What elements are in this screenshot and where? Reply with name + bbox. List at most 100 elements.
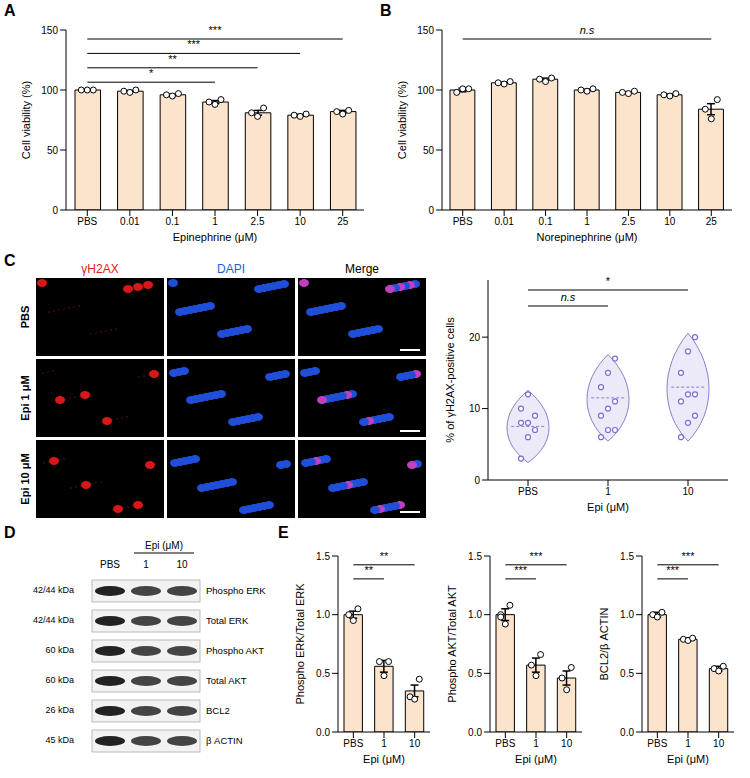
svg-text:42/44 kDa: 42/44 kDa <box>33 585 74 595</box>
svg-text:1.5: 1.5 <box>316 551 330 562</box>
svg-text:Phospho AKT: Phospho AKT <box>206 645 264 656</box>
svg-text:0.1: 0.1 <box>165 216 179 227</box>
svg-text:% of γH2AX-positive cells: % of γH2AX-positive cells <box>444 317 456 443</box>
html-text:D: D <box>4 524 16 541</box>
svg-text:1: 1 <box>584 216 590 227</box>
svg-text:1.0: 1.0 <box>468 609 482 620</box>
svg-text:Phospho AKT/Total AKT: Phospho AKT/Total AKT <box>446 585 458 703</box>
svg-text:0: 0 <box>474 475 480 486</box>
svg-text:10: 10 <box>176 559 188 570</box>
svg-text:Epi (μM): Epi (μM) <box>363 753 405 765</box>
svg-text:***: *** <box>666 564 680 576</box>
svg-text:PBS: PBS <box>343 738 363 749</box>
svg-text:10: 10 <box>295 216 307 227</box>
svg-text:150: 150 <box>41 25 58 36</box>
svg-text:Epinephrine (μM): Epinephrine (μM) <box>173 231 258 243</box>
svg-text:Cell viability (%): Cell viability (%) <box>396 81 408 159</box>
svg-text:25: 25 <box>337 216 349 227</box>
svg-text:PBS: PBS <box>77 216 97 227</box>
svg-text:1: 1 <box>685 738 691 749</box>
svg-text:*: * <box>606 275 611 287</box>
svg-text:0.0: 0.0 <box>468 727 482 738</box>
svg-text:PBS: PBS <box>518 486 538 497</box>
svg-text:PBS: PBS <box>453 216 473 227</box>
svg-text:***: *** <box>682 550 696 562</box>
svg-text:*: * <box>149 67 154 79</box>
svg-text:10: 10 <box>469 403 481 414</box>
svg-text:42/44 kDa: 42/44 kDa <box>33 615 74 625</box>
svg-text:0.01: 0.01 <box>120 216 140 227</box>
svg-text:***: *** <box>514 564 528 576</box>
svg-text:20: 20 <box>469 332 481 343</box>
svg-text:0: 0 <box>52 205 58 216</box>
svg-text:0.5: 0.5 <box>620 668 634 679</box>
svg-text:BCL2: BCL2 <box>206 705 230 716</box>
svg-text:26 kDa: 26 kDa <box>45 705 74 715</box>
svg-text:100: 100 <box>41 85 58 96</box>
svg-text:60 kDa: 60 kDa <box>45 675 74 685</box>
svg-text:n.s: n.s <box>561 291 576 303</box>
svg-text:1: 1 <box>381 738 387 749</box>
svg-text:10: 10 <box>682 486 694 497</box>
svg-text:1: 1 <box>143 559 149 570</box>
html-text:B: B <box>380 2 392 19</box>
svg-text:n.s: n.s <box>580 24 595 36</box>
svg-text:Epi (μM): Epi (μM) <box>587 501 629 513</box>
svg-text:Total AKT: Total AKT <box>206 675 247 686</box>
svg-text:100: 100 <box>417 85 434 96</box>
svg-text:1.0: 1.0 <box>620 609 634 620</box>
svg-text:10: 10 <box>409 738 421 749</box>
svg-text:Phospho ERK: Phospho ERK <box>206 585 266 596</box>
svg-text:1.5: 1.5 <box>620 551 634 562</box>
svg-text:60 kDa: 60 kDa <box>45 645 74 655</box>
html-text:γH2AX: γH2AX <box>81 262 119 276</box>
svg-text:***: *** <box>530 550 544 562</box>
svg-text:Phospho ERK/Total ERK: Phospho ERK/Total ERK <box>294 583 306 705</box>
svg-text:0.5: 0.5 <box>468 668 482 679</box>
svg-text:0: 0 <box>428 205 434 216</box>
svg-text:1.0: 1.0 <box>316 609 330 620</box>
svg-text:β ACTIN: β ACTIN <box>206 735 243 746</box>
html-text:PBS: PBS <box>19 305 31 329</box>
svg-text:PBS: PBS <box>100 559 120 570</box>
svg-text:0.0: 0.0 <box>316 727 330 738</box>
svg-text:50: 50 <box>47 145 59 156</box>
svg-text:45 kDa: 45 kDa <box>45 735 74 745</box>
svg-text:1.5: 1.5 <box>468 551 482 562</box>
svg-text:0.0: 0.0 <box>620 727 634 738</box>
svg-text:2.5: 2.5 <box>251 216 265 227</box>
svg-text:PBS: PBS <box>495 738 515 749</box>
svg-text:***: *** <box>187 38 201 50</box>
svg-text:1: 1 <box>212 216 218 227</box>
svg-text:10: 10 <box>713 738 725 749</box>
svg-text:Total ERK: Total ERK <box>206 615 249 626</box>
svg-text:Cell viability (%): Cell viability (%) <box>20 81 32 159</box>
svg-text:***: *** <box>209 24 223 36</box>
svg-text:1: 1 <box>533 738 539 749</box>
svg-text:10: 10 <box>561 738 573 749</box>
html-text:Epi 10 μM: Epi 10 μM <box>19 453 31 505</box>
html-text:Merge: Merge <box>345 262 379 276</box>
svg-text:2.5: 2.5 <box>621 216 635 227</box>
svg-text:Norepinephrine (μM): Norepinephrine (μM) <box>536 231 637 243</box>
svg-text:**: ** <box>364 564 373 576</box>
svg-text:150: 150 <box>417 25 434 36</box>
svg-text:0.1: 0.1 <box>539 216 553 227</box>
svg-text:Epi (μM): Epi (μM) <box>667 753 709 765</box>
svg-text:50: 50 <box>423 145 435 156</box>
svg-text:Epi (μM): Epi (μM) <box>145 540 183 551</box>
html-text:DAPI: DAPI <box>217 262 245 276</box>
html-text:A: A <box>4 2 16 19</box>
svg-text:Epi (μM): Epi (μM) <box>515 753 557 765</box>
html-text:Epi 1 μM: Epi 1 μM <box>19 375 31 421</box>
svg-text:**: ** <box>380 550 389 562</box>
svg-text:25: 25 <box>706 216 718 227</box>
svg-text:0.01: 0.01 <box>494 216 514 227</box>
html-text:C: C <box>4 252 16 269</box>
svg-text:**: ** <box>168 53 177 65</box>
svg-text:0.5: 0.5 <box>316 668 330 679</box>
svg-text:10: 10 <box>664 216 676 227</box>
svg-text:1: 1 <box>605 486 611 497</box>
svg-text:BCL2/β ACTIN: BCL2/β ACTIN <box>598 607 610 680</box>
svg-text:PBS: PBS <box>647 738 667 749</box>
